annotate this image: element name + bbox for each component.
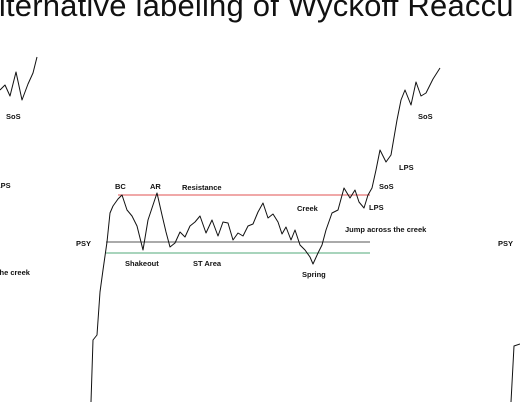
label-lps-mid: LPS: [369, 203, 384, 212]
label-shakeout: Shakeout: [125, 259, 159, 268]
label-jump: Jump across the creek: [345, 225, 427, 234]
chart-title: Alternative labeling of Wyckoff Reaccu: [0, 0, 514, 23]
label-st-area: ST Area: [193, 259, 222, 268]
label-psy-right: PSY: [498, 239, 513, 248]
price-series-left: [0, 56, 38, 101]
label-lps-top: LPS: [399, 163, 414, 172]
label-sos: SoS: [379, 182, 394, 191]
label-resistance: Resistance: [182, 183, 222, 192]
label-creek-left: the creek: [0, 268, 31, 277]
price-series-main: [90, 67, 441, 402]
label-lps-left: LPS: [0, 181, 11, 190]
price-series-right: [510, 343, 520, 402]
label-sos-left: SoS: [6, 112, 21, 121]
label-psy: PSY: [76, 239, 91, 248]
label-sos-top: SoS: [418, 112, 433, 121]
label-ar: AR: [150, 182, 161, 191]
label-bc: BC: [115, 182, 126, 191]
label-spring: Spring: [302, 270, 326, 279]
label-creek: Creek: [297, 204, 319, 213]
